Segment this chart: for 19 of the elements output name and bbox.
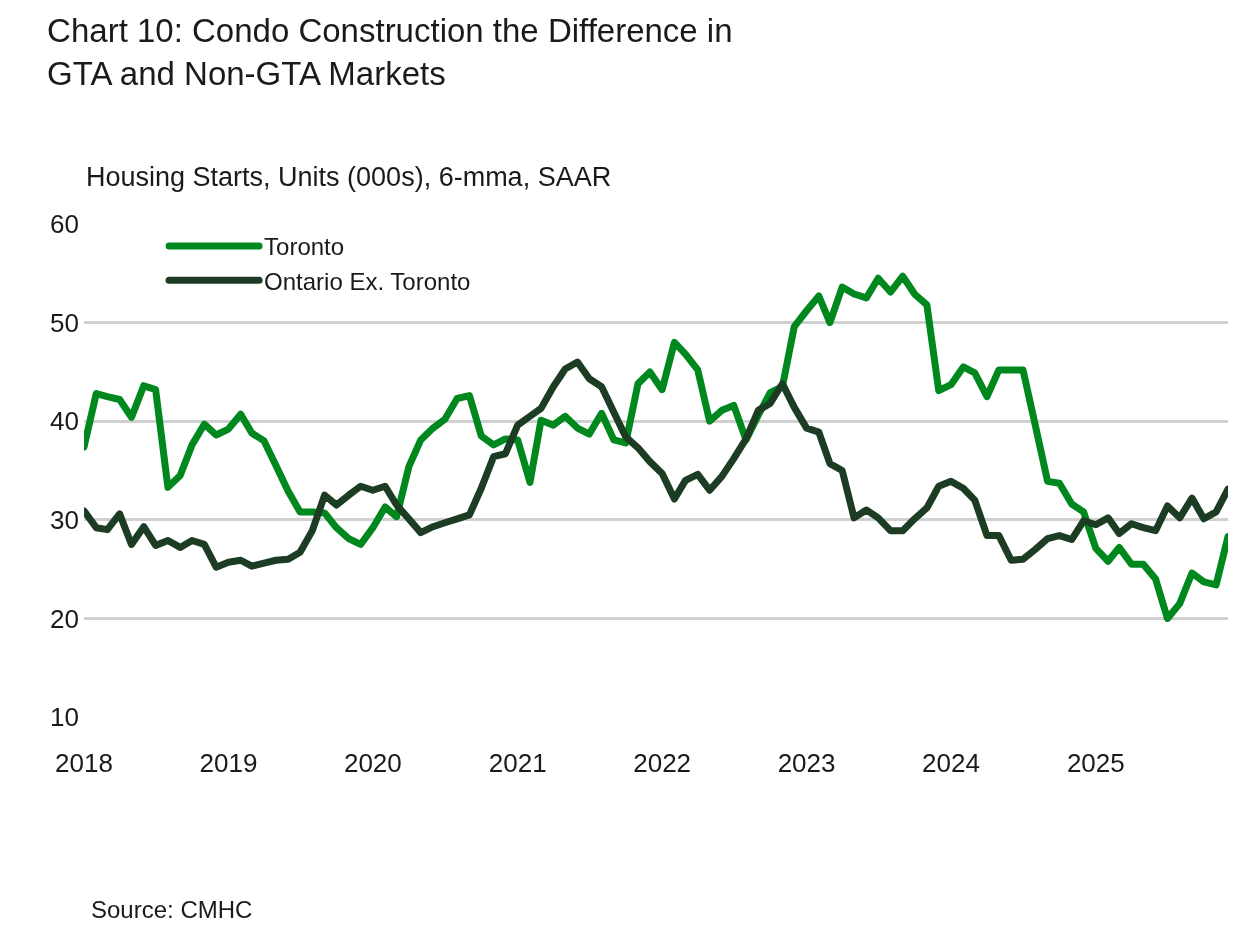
y-tick-label: 60	[50, 209, 79, 240]
x-tick-label: 2019	[199, 748, 258, 778]
x-tick-label: 2022	[633, 748, 692, 778]
x-tick-label: 2018	[55, 748, 113, 778]
x-tick-label: 2020	[343, 748, 402, 778]
source-note: Source: CMHC	[91, 896, 253, 923]
y-tick-label: 50	[50, 307, 79, 338]
x-tick-label: 2021	[488, 748, 547, 778]
legend-label: Toronto	[264, 233, 345, 261]
y-axis-title: Housing Starts, Units (000s), 6-mma, SAAR	[86, 162, 612, 192]
x-tick-label: 2025	[1066, 748, 1125, 778]
x-tick-label: 2024	[922, 748, 980, 778]
y-tick-label: 30	[50, 504, 79, 535]
x-tick-label: 2023	[777, 748, 836, 778]
y-tick-label: 10	[50, 702, 79, 733]
y-tick-label: 20	[50, 603, 79, 634]
legend-label: Ontario Ex. Toronto	[264, 267, 471, 295]
y-tick-label: 40	[50, 406, 79, 437]
chart-title: Chart 10: Condo Construction the Difference in GTA and Non-GTA Markets	[47, 11, 733, 92]
